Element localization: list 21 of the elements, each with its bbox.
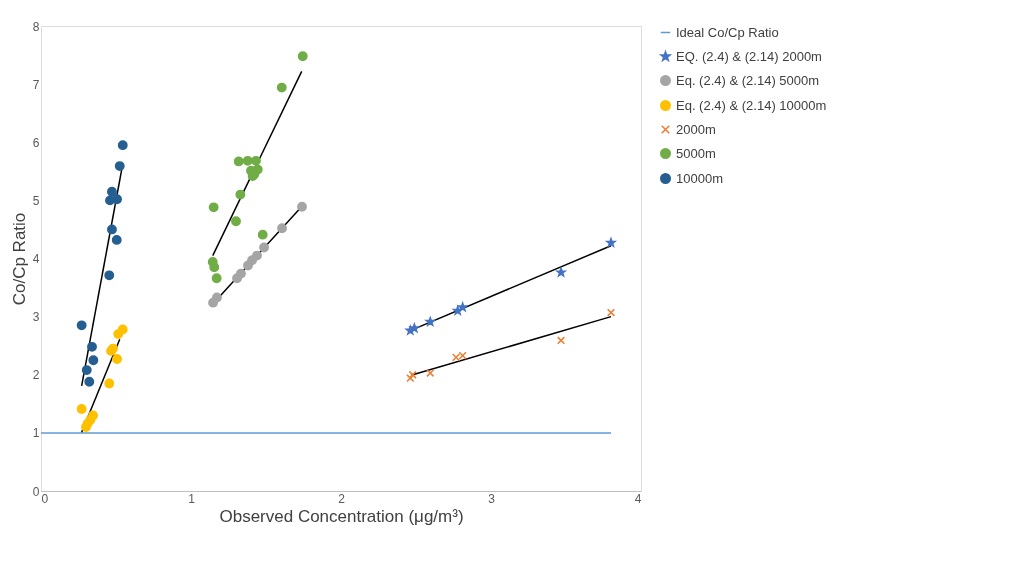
legend-label: Eq. (2.4) & (2.14) 5000m	[676, 72, 820, 88]
x-tick-label: 2	[338, 491, 346, 506]
y-tick-label: 3	[32, 310, 40, 325]
legend-label: EQ. (2.4) & (2.14) 2000m	[676, 48, 822, 64]
legend-label: Ideal Co/Cp Ratio	[676, 24, 779, 40]
y-tick-label: 4	[32, 252, 40, 266]
legend-label: 5000m	[676, 145, 716, 161]
y-tick-label: 6	[32, 135, 40, 150]
legend-label: 2000m	[676, 121, 716, 137]
x-tick-label: 1	[188, 491, 196, 506]
y-tick-label: 2	[32, 368, 40, 383]
legend-label: Eq. (2.4) & (2.14) 10000m	[676, 97, 827, 113]
y-tick-label: 8	[32, 19, 40, 34]
x-tick-label: 4	[634, 491, 642, 506]
x-tick-label: 3	[488, 491, 496, 506]
y-tick-label: 1	[32, 426, 40, 441]
x-axis-title: Observed Concentration (μg/m³)	[219, 506, 464, 526]
y-tick-label: 7	[32, 77, 40, 92]
legend-label: 10000m	[676, 170, 723, 186]
y-axis-title: Co/Cp Ratio	[9, 212, 29, 306]
y-tick-label: 5	[32, 193, 40, 208]
